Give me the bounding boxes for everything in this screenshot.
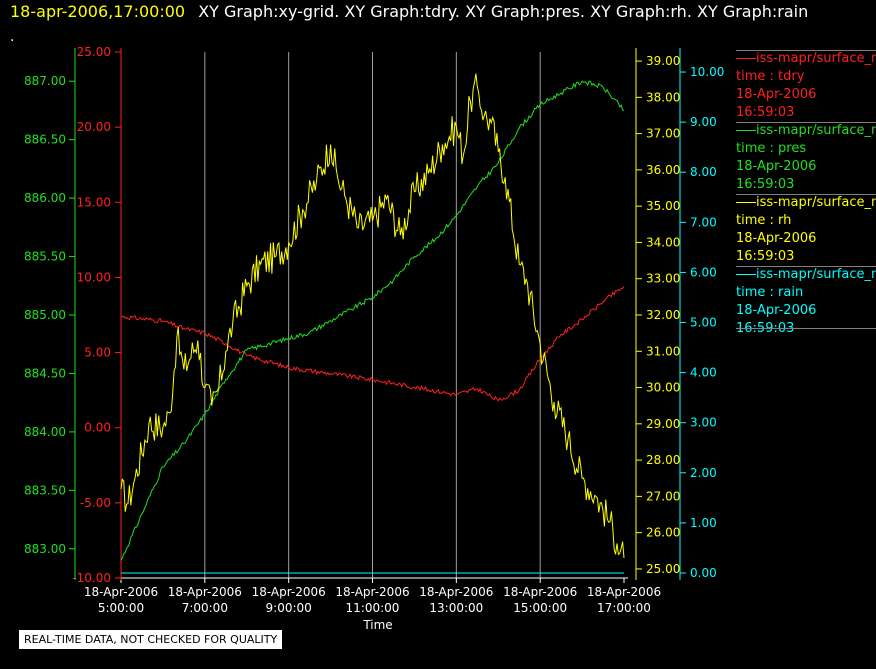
rh-tick-label: 31.00 [646, 344, 680, 358]
rh-tick-label: 37.00 [646, 127, 680, 141]
rain-tick-label: 10.00 [690, 65, 724, 79]
legend-field: time : rh [736, 213, 792, 228]
rh-tick-label: 33.00 [646, 272, 680, 286]
tdry-tick-label: 0.00 [84, 421, 111, 435]
quality-notice: REAL-TIME DATA, NOT CHECKED FOR QUALITY [19, 630, 283, 649]
legend-entry-tdry: iss-mapr/surface_mettime : tdry 18-Apr-20… [736, 50, 876, 122]
pres-tick-label: 884.00 [24, 425, 66, 439]
pres-series-line [120, 80, 625, 561]
x-tick-label: 18-Apr-2006 13:00:00 [419, 585, 493, 615]
pres-tick-label: 886.50 [24, 133, 66, 147]
rh-tick-label: 34.00 [646, 235, 680, 249]
rh-tick-label: 28.00 [646, 453, 680, 467]
tdry-tick-label: 10.00 [77, 270, 111, 284]
legend-time: 16:59:03 [736, 177, 795, 192]
pres-tick-label: 883.00 [24, 542, 66, 556]
tdry-series-line [120, 286, 625, 402]
legend-time: 16:59:03 [736, 105, 795, 120]
tdry-tick-label: -5.00 [80, 496, 111, 510]
x-tick-label: 18-Apr-2006 17:00:00 [587, 585, 661, 615]
legend-divider [736, 328, 876, 329]
rh-tick-label: 27.00 [646, 489, 680, 503]
tdry-tick-label: 20.00 [77, 120, 111, 134]
legend-source: iss-mapr/surface_met [756, 195, 876, 210]
legend-line-swatch [736, 58, 756, 59]
rh-tick-label: 32.00 [646, 308, 680, 322]
x-tick-label: 18-Apr-2006 9:00:00 [252, 585, 326, 615]
legend-date: 18-Apr-2006 [736, 303, 817, 318]
legend-date: 18-Apr-2006 [736, 231, 817, 246]
rain-tick-label: 7.00 [690, 215, 717, 229]
legend-field: time : tdry [736, 69, 805, 84]
legend-source-line: iss-mapr/surface_met [736, 122, 876, 140]
legend-source: iss-mapr/surface_met [756, 51, 876, 66]
pres-tick-label: 883.50 [24, 483, 66, 497]
legend-date: 18-Apr-2006 [736, 87, 817, 102]
legend-source: iss-mapr/surface_met [756, 123, 876, 138]
rain-tick-label: 4.00 [690, 366, 717, 380]
header-timestamp: 18-apr-2006,17:00:00 [10, 2, 186, 21]
graph-header: 18-apr-2006,17:00:00 XY Graph:xy-grid. X… [10, 2, 808, 21]
rh-tick-label: 39.00 [646, 54, 680, 68]
rain-tick-label: 0.00 [690, 566, 717, 580]
rh-tick-label: 36.00 [646, 163, 680, 177]
rain-tick-label: 9.00 [690, 115, 717, 129]
legend-time: 16:59:03 [736, 321, 795, 336]
pres-tick-label: 885.50 [24, 250, 66, 264]
rain-tick-label: 2.00 [690, 466, 717, 480]
x-axis-label: Time [362, 618, 392, 632]
pres-tick-label: 885.00 [24, 308, 66, 322]
rain-tick-label: 1.00 [690, 516, 717, 530]
rh-tick-label: 30.00 [646, 381, 680, 395]
pres-tick-label: 887.00 [24, 74, 66, 88]
rain-tick-label: 3.00 [690, 416, 717, 430]
legend-field: time : pres [736, 141, 807, 156]
legend-entry-rain: iss-mapr/surface_mettime : rain 18-Apr-20… [736, 266, 876, 338]
legend-entry-rh: iss-mapr/surface_mettime : rh 18-Apr-2006… [736, 194, 876, 266]
rh-tick-label: 35.00 [646, 199, 680, 213]
rh-series-line [120, 73, 625, 559]
pres-tick-label: 884.50 [24, 366, 66, 380]
legend-source-line: iss-mapr/surface_met [736, 194, 876, 212]
rh-tick-label: 38.00 [646, 90, 680, 104]
rain-tick-label: 6.00 [690, 265, 717, 279]
header-dot: . [10, 29, 15, 45]
legend-divider [736, 122, 876, 123]
rh-tick-label: 29.00 [646, 417, 680, 431]
legend-line-swatch [736, 274, 756, 275]
legend-divider [736, 194, 876, 195]
legend-source: iss-mapr/surface_met [756, 267, 876, 282]
legend-line-swatch [736, 130, 756, 131]
rain-tick-label: 5.00 [690, 316, 717, 330]
legend-entry-pres: iss-mapr/surface_mettime : pres 18-Apr-20… [736, 122, 876, 194]
tdry-tick-label: -10.00 [72, 571, 111, 585]
rh-tick-label: 25.00 [646, 562, 680, 576]
tdry-tick-label: 5.00 [84, 346, 111, 360]
legend-divider [736, 266, 876, 267]
x-tick-label: 18-Apr-2006 15:00:00 [503, 585, 577, 615]
legend-date: 18-Apr-2006 [736, 159, 817, 174]
tdry-tick-label: 25.00 [77, 45, 111, 59]
legend-source-line: iss-mapr/surface_met [736, 50, 876, 68]
legend-time: 16:59:03 [736, 249, 795, 264]
x-tick-label: 18-Apr-2006 5:00:00 [84, 585, 158, 615]
legend-field: time : rain [736, 285, 804, 300]
legend-line-swatch [736, 202, 756, 203]
header-graph-titles: XY Graph:xy-grid. XY Graph:tdry. XY Grap… [198, 2, 809, 21]
pres-tick-label: 886.00 [24, 191, 66, 205]
tdry-tick-label: 15.00 [77, 195, 111, 209]
legend-divider [736, 50, 876, 51]
x-tick-label: 18-Apr-2006 7:00:00 [168, 585, 242, 615]
rain-tick-label: 8.00 [690, 165, 717, 179]
rh-tick-label: 26.00 [646, 526, 680, 540]
legend-source-line: iss-mapr/surface_met [736, 266, 876, 284]
x-tick-label: 18-Apr-2006 11:00:00 [335, 585, 409, 615]
